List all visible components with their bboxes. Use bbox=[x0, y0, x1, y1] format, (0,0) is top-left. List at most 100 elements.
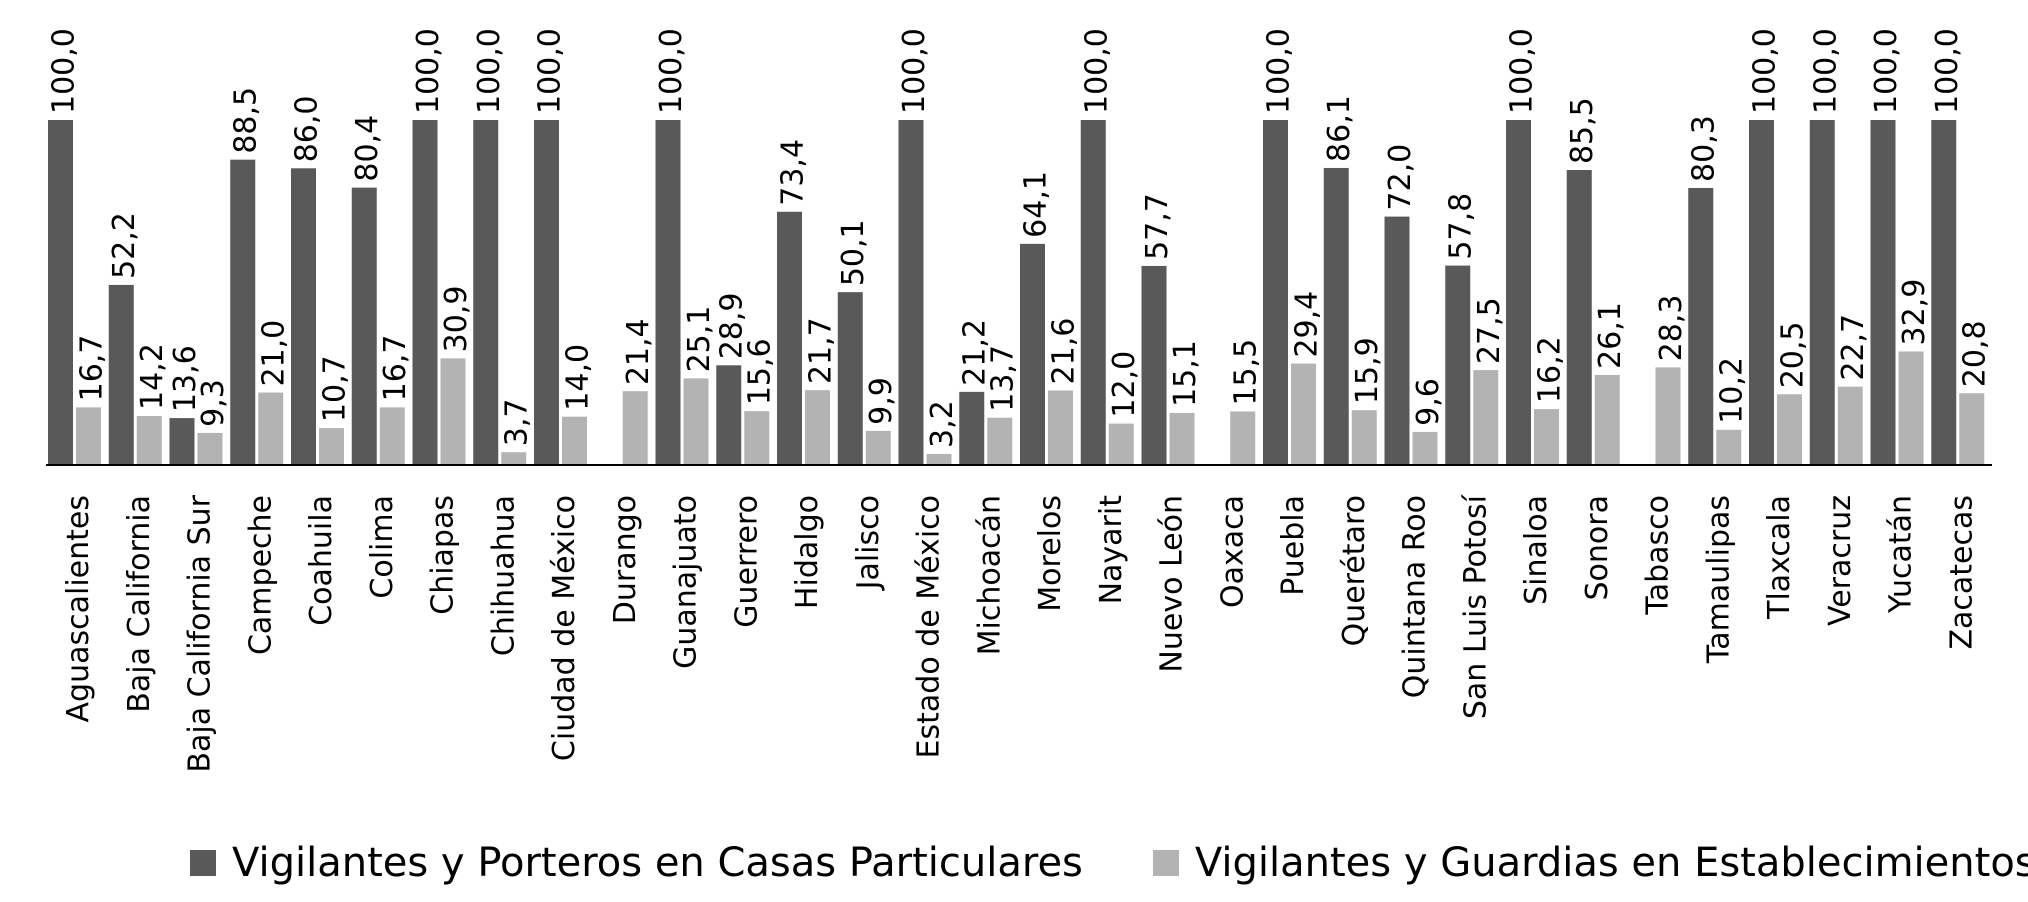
bar-series-2-24 bbox=[1534, 409, 1559, 465]
category-label-23: San Luis Potosí bbox=[1458, 493, 1493, 719]
bar-series-1-11 bbox=[716, 365, 742, 465]
value-label-series-2-7: 3,7 bbox=[500, 399, 535, 447]
bar-series-2-31 bbox=[1959, 393, 1985, 465]
bar-series-2-7 bbox=[501, 452, 527, 465]
value-label-series-2-16: 21,6 bbox=[1047, 318, 1082, 385]
value-label-series-1-18: 57,7 bbox=[1140, 193, 1175, 260]
category-label-3: Campeche bbox=[243, 495, 278, 655]
bar-series-1-31 bbox=[1931, 120, 1957, 465]
value-label-series-1-11: 28,9 bbox=[715, 292, 750, 359]
value-label-series-2-30: 32,9 bbox=[1897, 279, 1932, 346]
category-label-2: Baja California Sur bbox=[183, 494, 218, 772]
value-label-series-1-24: 100,0 bbox=[1505, 28, 1540, 114]
bar-series-2-8 bbox=[562, 416, 587, 465]
category-label-7: Chihuahua bbox=[486, 495, 521, 656]
value-label-series-2-19: 15,5 bbox=[1229, 339, 1264, 406]
value-label-series-2-0: 16,7 bbox=[75, 335, 110, 402]
value-label-series-2-28: 20,5 bbox=[1776, 321, 1811, 388]
value-label-series-2-4: 10,7 bbox=[318, 355, 353, 422]
value-label-series-2-1: 14,2 bbox=[135, 343, 170, 410]
legend-item-series-2: Vigilantes y Guardias en Establecimiento… bbox=[1152, 840, 2028, 886]
bar-series-1-14 bbox=[898, 120, 924, 465]
value-label-series-1-4: 86,0 bbox=[290, 96, 325, 163]
bar-series-2-16 bbox=[1048, 390, 1073, 465]
category-label-8: Ciudad de México bbox=[547, 495, 582, 761]
category-label-14: Estado de México bbox=[912, 495, 947, 758]
bar-series-2-18 bbox=[1169, 412, 1195, 465]
value-label-series-2-17: 12,0 bbox=[1107, 351, 1142, 418]
bars-layer bbox=[48, 120, 1985, 466]
bar-series-1-18 bbox=[1141, 265, 1167, 465]
value-label-series-1-2: 13,6 bbox=[168, 345, 203, 412]
value-label-series-1-25: 85,5 bbox=[1565, 97, 1600, 164]
bar-series-1-21 bbox=[1323, 167, 1349, 465]
bar-series-2-0 bbox=[76, 407, 101, 465]
value-label-series-2-23: 27,5 bbox=[1472, 297, 1507, 364]
bar-series-1-20 bbox=[1263, 120, 1288, 465]
bar-series-2-21 bbox=[1351, 410, 1377, 465]
category-label-6: Chiapas bbox=[426, 495, 461, 615]
bar-series-2-22 bbox=[1412, 431, 1438, 465]
bar-series-1-13 bbox=[837, 292, 863, 465]
category-label-21: Querétaro bbox=[1337, 495, 1372, 646]
bar-series-1-1 bbox=[108, 284, 134, 465]
category-label-1: Baja California bbox=[122, 495, 157, 713]
bar-series-2-12 bbox=[805, 390, 830, 465]
value-label-series-1-7: 100,0 bbox=[472, 28, 507, 114]
value-label-series-1-20: 100,0 bbox=[1262, 28, 1297, 114]
bar-series-1-12 bbox=[777, 211, 802, 465]
bar-series-1-8 bbox=[534, 120, 559, 465]
category-label-22: Quintana Roo bbox=[1398, 495, 1433, 698]
category-label-11: Guerrero bbox=[729, 495, 764, 628]
value-label-series-1-6: 100,0 bbox=[411, 28, 446, 114]
bar-series-2-30 bbox=[1898, 351, 1924, 465]
value-label-series-2-29: 22,7 bbox=[1836, 314, 1871, 381]
value-label-series-1-1: 52,2 bbox=[107, 212, 142, 279]
value-label-series-2-20: 29,4 bbox=[1290, 291, 1325, 358]
category-label-29: Veracruz bbox=[1823, 495, 1858, 626]
category-label-28: Tlaxcala bbox=[1762, 495, 1797, 620]
bar-series-2-25 bbox=[1594, 374, 1620, 465]
bar-series-1-7 bbox=[473, 120, 499, 465]
bar-series-1-30 bbox=[1870, 120, 1896, 465]
bar-series-2-17 bbox=[1108, 423, 1134, 465]
bar-series-2-13 bbox=[865, 430, 891, 465]
category-label-9: Durango bbox=[608, 495, 643, 624]
bar-series-2-28 bbox=[1777, 394, 1802, 465]
category-label-24: Sinaloa bbox=[1519, 495, 1554, 605]
category-label-15: Michoacán bbox=[972, 495, 1007, 655]
bar-series-1-22 bbox=[1384, 216, 1410, 465]
value-label-series-1-5: 80,4 bbox=[350, 115, 385, 182]
value-label-series-1-28: 100,0 bbox=[1748, 28, 1783, 114]
category-label-20: Puebla bbox=[1276, 495, 1311, 596]
value-label-series-2-2: 9,3 bbox=[196, 379, 231, 427]
value-label-series-2-25: 26,1 bbox=[1593, 302, 1628, 369]
value-label-series-2-18: 15,1 bbox=[1168, 340, 1203, 407]
bar-series-1-17 bbox=[1080, 120, 1106, 465]
value-label-series-2-11: 15,6 bbox=[743, 338, 778, 405]
bar-series-2-4 bbox=[319, 428, 344, 465]
bar-series-1-5 bbox=[351, 187, 377, 465]
bar-series-1-10 bbox=[655, 120, 681, 465]
bar-series-2-1 bbox=[136, 416, 162, 465]
bar-series-1-23 bbox=[1445, 265, 1471, 465]
bar-series-1-28 bbox=[1749, 120, 1774, 465]
category-label-31: Zacatecas bbox=[1944, 495, 1979, 650]
bar-series-2-29 bbox=[1837, 386, 1863, 465]
category-label-19: Oaxaca bbox=[1215, 495, 1250, 608]
category-label-12: Hidalgo bbox=[790, 495, 825, 609]
value-labels-layer: 100,0 16,7 52,2 14,213,69,3 88,5 21,0 86,0 10,7… bbox=[47, 28, 1993, 448]
value-label-series-1-8: 100,0 bbox=[533, 28, 568, 114]
value-label-series-2-22: 9,6 bbox=[1411, 378, 1446, 426]
category-label-18: Nuevo León bbox=[1155, 495, 1190, 673]
bar-series-2-26 bbox=[1655, 367, 1681, 465]
value-label-series-1-3: 88,5 bbox=[229, 87, 264, 154]
legend-label-series-2: Vigilantes y Guardias en Establecimiento… bbox=[1194, 840, 2028, 886]
bar-series-1-4 bbox=[291, 168, 316, 466]
bar-series-1-16 bbox=[1020, 243, 1045, 465]
bar-series-2-5 bbox=[379, 407, 405, 465]
bar-series-2-10 bbox=[683, 378, 709, 465]
legend-item-series-1: Vigilantes y Porteros en Casas Particula… bbox=[190, 840, 1083, 886]
value-label-series-2-12: 21,7 bbox=[804, 317, 839, 384]
